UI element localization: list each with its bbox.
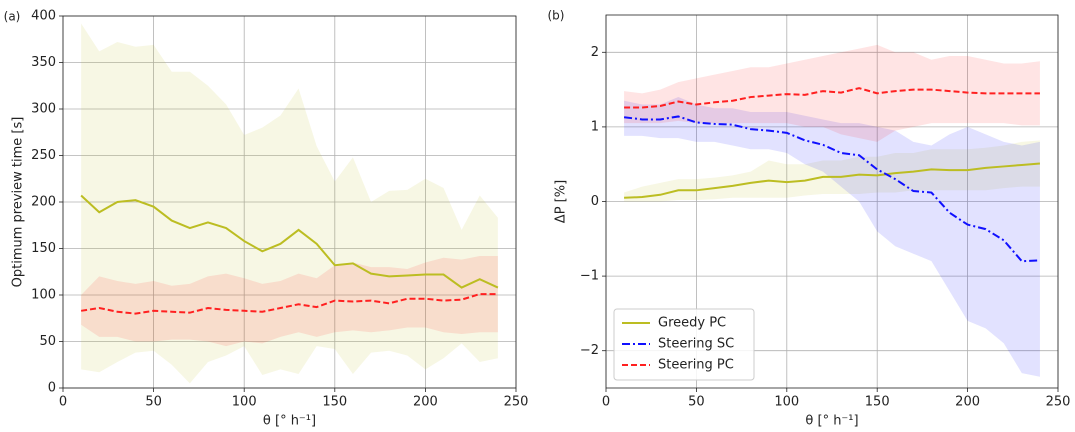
y-tick-label: 0 (591, 194, 599, 209)
x-axis-label: θ [° h⁻¹] (263, 414, 316, 429)
y-tick-label: 200 (31, 195, 56, 210)
y-tick-label: 50 (39, 334, 56, 349)
line (624, 162, 1041, 199)
y-tick-label: 2 (591, 45, 599, 60)
legend-label: Greedy PC (658, 316, 726, 331)
line (80, 194, 499, 289)
band (81, 255, 498, 347)
y-axis-label: Optimum preview time [s] (11, 117, 26, 288)
band (624, 97, 1040, 377)
y-tick-label: 1 (591, 119, 599, 134)
legend-label: Steering SC (658, 337, 734, 352)
x-tick-label: 50 (688, 395, 705, 410)
plot-frame (605, 14, 1059, 389)
y-tick-label: 100 (31, 288, 56, 303)
plot-frame (62, 15, 517, 389)
y-tick-label: 150 (31, 241, 56, 256)
x-tick-label: 200 (955, 395, 980, 410)
x-axis-label: θ [° h⁻¹] (805, 414, 858, 429)
y-tick-label: 350 (31, 55, 56, 70)
panel-label: (b) (548, 9, 565, 23)
x-tick-label: 100 (774, 395, 799, 410)
legend-box (613, 308, 755, 381)
y-axis-label: ΔP [%] (554, 180, 569, 223)
x-tick-label: 250 (504, 395, 529, 410)
x-tick-label: 200 (413, 395, 438, 410)
x-tick-label: 100 (232, 395, 257, 410)
band (81, 23, 498, 384)
line (624, 87, 1040, 109)
x-tick-label: 0 (602, 395, 610, 410)
y-tick-label: 300 (31, 102, 56, 117)
x-tick-label: 50 (145, 395, 162, 410)
y-tick-label: 400 (31, 9, 56, 24)
y-tick-label: −2 (580, 343, 599, 358)
x-tick-label: 250 (1046, 395, 1071, 410)
legend-label: Steering PC (658, 358, 734, 373)
y-tick-label: 250 (31, 148, 56, 163)
y-tick-label: −1 (580, 269, 599, 284)
line (623, 115, 1040, 263)
y-tick-label: 0 (48, 381, 56, 396)
band (624, 44, 1040, 142)
line (80, 293, 498, 315)
panel-label: (a) (4, 10, 21, 24)
x-tick-label: 0 (59, 395, 67, 410)
x-tick-label: 150 (865, 395, 890, 410)
x-tick-label: 150 (322, 395, 347, 410)
